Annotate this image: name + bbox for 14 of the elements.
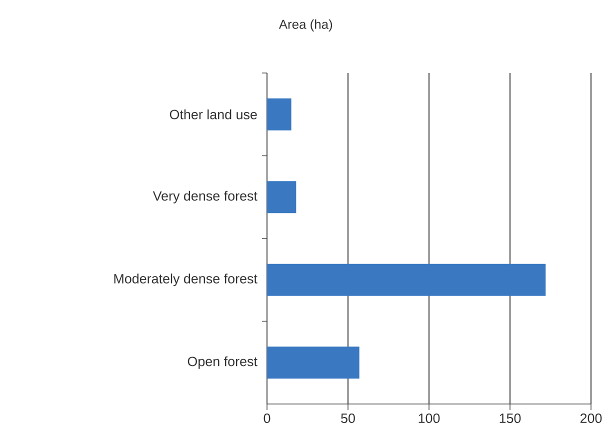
x-tick-label: 50 — [341, 414, 355, 424]
x-tick-label: 150 — [500, 414, 521, 424]
bar — [267, 346, 360, 379]
x-tick-label: 0 — [264, 414, 270, 424]
y-tick-label: Other land use — [170, 109, 257, 120]
y-tick-label: Open forest — [188, 356, 258, 369]
bar — [267, 264, 546, 296]
x-axis-title: Area (ha) — [278, 19, 332, 32]
y-tick-label: Very dense forest — [152, 190, 258, 204]
bar — [267, 98, 292, 130]
bar — [267, 181, 296, 214]
y-tick-label: Moderately dense forest — [114, 274, 258, 286]
x-tick-label: 100 — [418, 414, 440, 424]
x-tick-label: 200 — [580, 414, 602, 424]
